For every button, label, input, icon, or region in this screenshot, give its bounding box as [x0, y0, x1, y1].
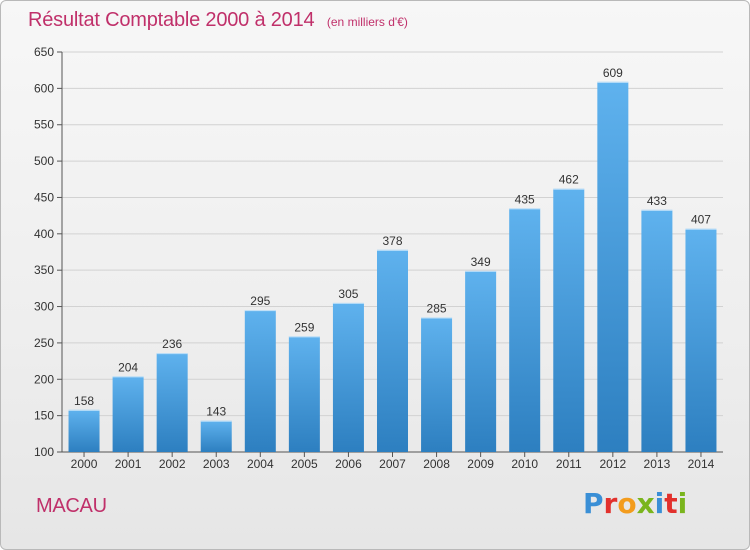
x-tick-label: 2006 [335, 457, 362, 471]
y-tick-label: 450 [34, 190, 54, 204]
chart-subtitle: (en milliers d'€) [326, 15, 408, 29]
bar-2001 [112, 376, 144, 452]
y-tick-label: 300 [34, 300, 54, 314]
x-tick-label: 2004 [247, 457, 274, 471]
bar-2009 [465, 270, 497, 452]
proxiti-logo: Proxiti [583, 487, 687, 520]
data-label-2000: 158 [74, 394, 94, 408]
x-tick-label: 2009 [467, 457, 494, 471]
x-tick-label: 2012 [599, 457, 626, 471]
x-tick-label: 2001 [115, 457, 142, 471]
brand-letter: i [677, 487, 688, 520]
x-tick-label: 2014 [688, 457, 715, 471]
bar-2014 [685, 228, 717, 452]
data-label-2006: 305 [338, 287, 358, 301]
x-tick-label: 2002 [159, 457, 186, 471]
chart-title-row: Résultat Comptable 2000 à 2014 (en milli… [28, 9, 408, 32]
bar-2004 [244, 310, 276, 452]
data-label-2011: 462 [559, 173, 579, 187]
bar-2013 [641, 209, 673, 452]
y-tick-label: 550 [34, 118, 54, 132]
bar-2005 [288, 336, 320, 452]
brand-letter: i [654, 487, 665, 520]
bar-2011 [553, 188, 585, 452]
data-label-2004: 295 [250, 294, 270, 308]
data-label-2003: 143 [206, 405, 226, 419]
data-labels: 158 204 236 143 295 259 305 378 285 349 435 462 609 4… [74, 66, 711, 419]
data-label-2002: 236 [162, 337, 182, 351]
data-label-2007: 378 [382, 234, 402, 248]
data-label-2009: 349 [471, 255, 491, 269]
y-tick-label: 200 [34, 372, 54, 386]
data-label-2014: 407 [691, 213, 711, 227]
y-tick-label: 350 [34, 263, 54, 277]
bar-2010 [509, 208, 541, 452]
data-label-2005: 259 [294, 320, 314, 334]
y-tick-label: 100 [34, 445, 54, 459]
brand-letter: x [636, 487, 655, 520]
y-tick-label: 400 [34, 227, 54, 241]
brand-letter: o [617, 487, 637, 520]
bar-2002 [156, 353, 188, 452]
y-tick-label: 250 [34, 336, 54, 350]
bar-2000 [68, 409, 100, 452]
data-label-2010: 435 [515, 192, 535, 206]
data-label-2001: 204 [118, 360, 138, 374]
x-tick-label: 2007 [379, 457, 406, 471]
bar-2008 [421, 317, 453, 452]
y-tick-label: 150 [34, 409, 54, 423]
y-tick-label: 600 [34, 81, 54, 95]
bar-2007 [377, 249, 408, 452]
x-tick-label: 2005 [291, 457, 318, 471]
x-tick-label: 2013 [644, 457, 671, 471]
data-label-2008: 285 [427, 301, 447, 315]
data-label-2013: 433 [647, 194, 667, 208]
x-axis-ticks: 2000 2001 2002 2003 2004 2005 2006 2007 2008 2009… [71, 452, 715, 471]
x-tick-label: 2008 [423, 457, 450, 471]
x-tick-label: 2000 [71, 457, 98, 471]
data-label-2012: 609 [603, 66, 623, 80]
brand-letter: t [664, 487, 678, 520]
location-label: MACAU [36, 495, 107, 517]
y-tick-label: 650 [34, 45, 54, 59]
x-tick-label: 2010 [511, 457, 538, 471]
x-tick-label: 2011 [556, 457, 582, 471]
bar-2003 [200, 420, 232, 452]
chart-title: Résultat Comptable 2000 à 2014 [28, 9, 315, 31]
x-tick-label: 2003 [203, 457, 230, 471]
y-axis-ticks: 100 150 200 250 300 350 400 450 500 550 600 650 [34, 45, 62, 459]
bars [68, 81, 717, 453]
brand-letter: r [603, 487, 618, 520]
bar-2006 [332, 302, 364, 452]
brand-letter: P [583, 487, 604, 520]
bar-2012 [597, 81, 629, 453]
y-tick-label: 500 [34, 154, 54, 168]
